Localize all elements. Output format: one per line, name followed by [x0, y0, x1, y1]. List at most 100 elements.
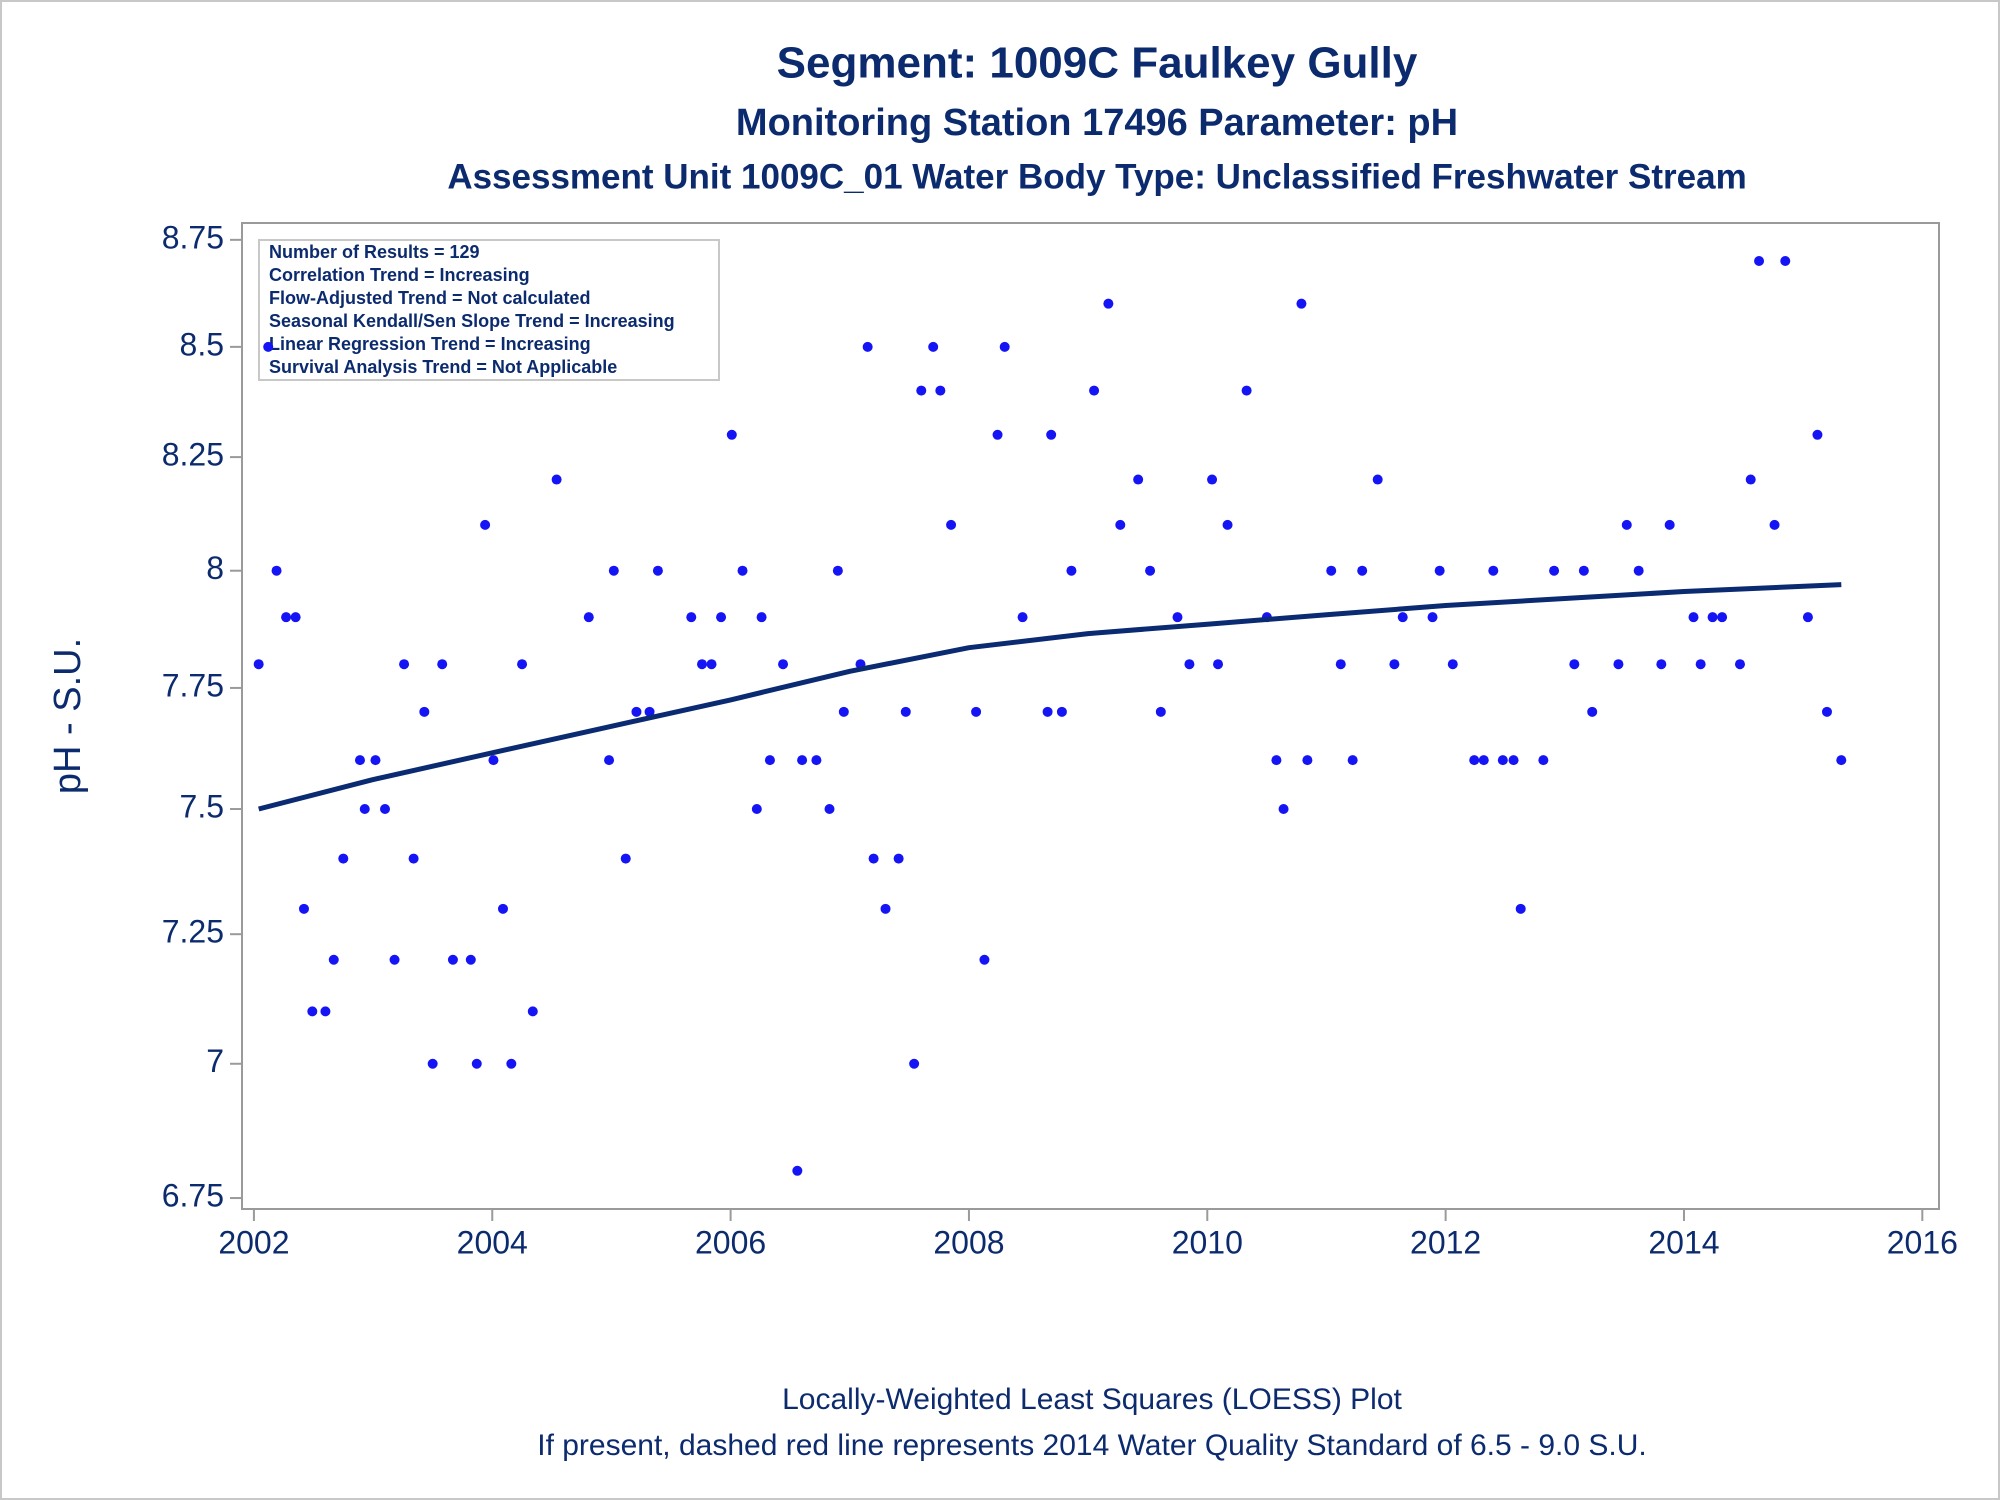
data-point	[935, 385, 946, 396]
data-point	[644, 706, 655, 717]
data-point	[370, 755, 381, 766]
chart-subtitle: Monitoring Station 17496 Parameter: pH	[736, 102, 1458, 144]
data-point	[497, 903, 508, 914]
x-tick-label: 2008	[933, 1224, 1004, 1260]
data-point	[320, 1006, 331, 1017]
annotation: Flow-Adjusted Trend = Not calculated	[269, 288, 591, 308]
data-point	[824, 804, 835, 815]
chart-title: Segment: 1009C Faulkey Gully	[777, 39, 1418, 88]
data-point	[471, 1058, 482, 1069]
data-point	[527, 1006, 538, 1017]
data-point	[999, 341, 1010, 352]
data-point	[862, 341, 873, 352]
data-point	[1478, 755, 1489, 766]
data-point	[517, 659, 528, 670]
data-point	[1664, 519, 1675, 530]
data-point	[608, 565, 619, 576]
y-tick-label: 7.75	[162, 667, 224, 703]
data-point	[979, 954, 990, 965]
data-point	[1434, 565, 1445, 576]
data-point	[551, 474, 562, 485]
data-point	[631, 706, 642, 717]
data-point	[338, 853, 349, 864]
data-point	[992, 429, 1003, 440]
y-tick-label: 6.75	[162, 1177, 224, 1213]
y-tick-label: 8	[206, 550, 224, 586]
data-point	[1717, 612, 1728, 623]
data-point	[946, 519, 957, 530]
data-point	[1469, 755, 1480, 766]
data-point	[1427, 612, 1438, 623]
data-point	[1688, 612, 1699, 623]
data-point	[1042, 706, 1053, 717]
data-point	[620, 853, 631, 864]
annotation: Seasonal Kendall/Sen Slope Trend = Incre…	[269, 311, 675, 331]
data-point	[1207, 474, 1218, 485]
data-point	[971, 706, 982, 717]
data-point	[686, 612, 697, 623]
data-point	[893, 853, 904, 864]
data-point	[1302, 755, 1313, 766]
x-tick-label: 2002	[218, 1224, 289, 1260]
data-point	[652, 565, 663, 576]
data-point	[1538, 755, 1549, 766]
y-tick-label: 7.25	[162, 914, 224, 950]
data-point	[465, 954, 476, 965]
data-point	[880, 903, 891, 914]
data-point	[1046, 429, 1057, 440]
data-point	[1508, 755, 1519, 766]
data-point	[764, 755, 775, 766]
data-point	[1745, 474, 1756, 485]
footnote: Locally-Weighted Least Squares (LOESS) P…	[782, 1383, 1402, 1416]
data-point	[726, 429, 737, 440]
data-point	[706, 659, 717, 670]
data-point	[756, 612, 767, 623]
data-point	[408, 853, 419, 864]
data-point	[1213, 659, 1224, 670]
data-point	[1621, 519, 1632, 530]
data-point	[399, 659, 410, 670]
data-point	[1326, 565, 1337, 576]
x-tick-label: 2012	[1410, 1224, 1481, 1260]
data-point	[447, 954, 458, 965]
data-point	[480, 519, 491, 530]
data-point	[1103, 298, 1114, 309]
data-point	[1372, 474, 1383, 485]
data-point	[1335, 659, 1346, 670]
data-point	[263, 341, 274, 352]
data-point	[1115, 519, 1126, 530]
y-tick-label: 8.25	[162, 437, 224, 473]
data-point	[290, 612, 301, 623]
data-point	[437, 659, 448, 670]
data-point	[1017, 612, 1028, 623]
annotation: Survival Analysis Trend = Not Applicable	[269, 357, 617, 377]
data-point	[506, 1058, 517, 1069]
data-point	[1587, 706, 1598, 717]
chart-subtitle: Assessment Unit 1009C_01 Water Body Type…	[447, 157, 1746, 196]
data-point	[1172, 612, 1183, 623]
x-tick-label: 2016	[1887, 1224, 1958, 1260]
annotation-box	[258, 239, 720, 381]
data-point	[1633, 565, 1644, 576]
loess-line	[258, 582, 1842, 812]
data-point	[900, 706, 911, 717]
data-point	[1812, 429, 1823, 440]
data-point	[1066, 565, 1077, 576]
data-point	[328, 954, 339, 965]
data-point	[838, 706, 849, 717]
data-point	[778, 659, 789, 670]
y-tick-label: 7.5	[180, 788, 224, 824]
data-point	[1397, 612, 1408, 623]
plot-area	[241, 222, 1940, 1210]
data-point	[1695, 659, 1706, 670]
data-point	[1769, 519, 1780, 530]
y-tick-label: 8.75	[162, 219, 224, 255]
x-tick-label: 2014	[1648, 1224, 1719, 1260]
data-point	[380, 804, 391, 815]
data-point	[792, 1165, 803, 1176]
data-point	[751, 804, 762, 815]
data-point	[1780, 256, 1791, 267]
data-point	[1347, 755, 1358, 766]
